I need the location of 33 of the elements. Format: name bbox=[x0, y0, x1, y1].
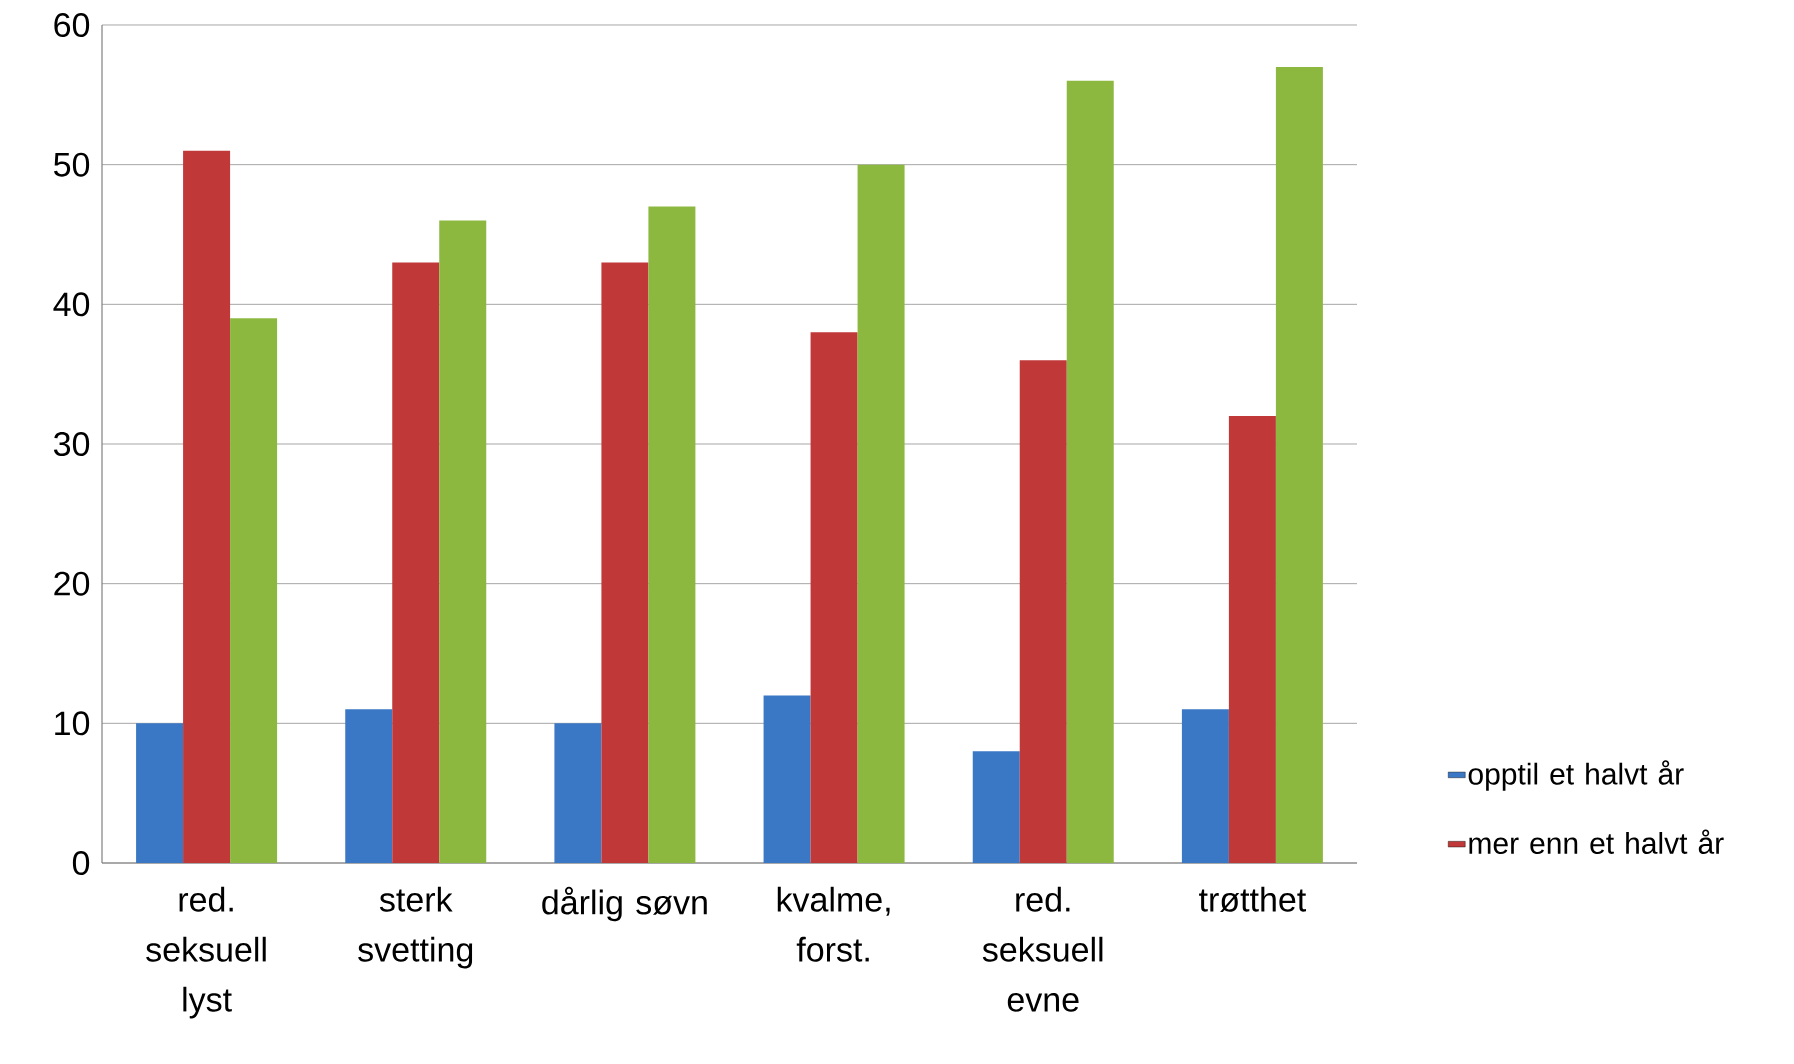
bar bbox=[1228, 416, 1276, 863]
y-tick-label: 10 bbox=[55, 711, 90, 736]
bar bbox=[601, 262, 649, 863]
bar bbox=[230, 318, 278, 863]
x-tick-label: trøtthet bbox=[1199, 886, 1307, 913]
bar bbox=[857, 164, 905, 863]
bar bbox=[1019, 360, 1067, 863]
bar bbox=[1181, 709, 1229, 863]
x-tick-label: red. seksuell evne bbox=[982, 886, 1103, 1012]
bar bbox=[183, 150, 231, 863]
y-tick-label: 30 bbox=[53, 431, 90, 457]
x-tick-label: red. seksuell lyst bbox=[146, 886, 266, 1019]
bar bbox=[1066, 80, 1114, 863]
legend-label: opptil et halvt år bbox=[1468, 760, 1684, 791]
x-tick-label: kvalme, forst. bbox=[777, 886, 890, 962]
bar bbox=[972, 751, 1020, 863]
bar bbox=[810, 332, 858, 863]
x-tick-label: dårlig søvn bbox=[542, 886, 707, 922]
bar bbox=[763, 695, 811, 863]
y-tick-label: 50 bbox=[54, 152, 90, 177]
y-tick-label: 40 bbox=[53, 292, 90, 317]
x-tick-label: sterk svetting bbox=[358, 886, 473, 969]
bar bbox=[1275, 66, 1323, 863]
y-tick-label: 20 bbox=[54, 571, 90, 596]
bar bbox=[648, 206, 696, 863]
bar bbox=[392, 262, 440, 863]
bar bbox=[136, 723, 184, 863]
bar bbox=[554, 723, 602, 863]
y-tick-label: 0 bbox=[72, 850, 90, 876]
y-tick-label: 60 bbox=[54, 12, 90, 38]
bar bbox=[345, 709, 393, 863]
legend-label: mer enn et halvt år bbox=[1469, 829, 1724, 855]
bar bbox=[439, 220, 487, 863]
